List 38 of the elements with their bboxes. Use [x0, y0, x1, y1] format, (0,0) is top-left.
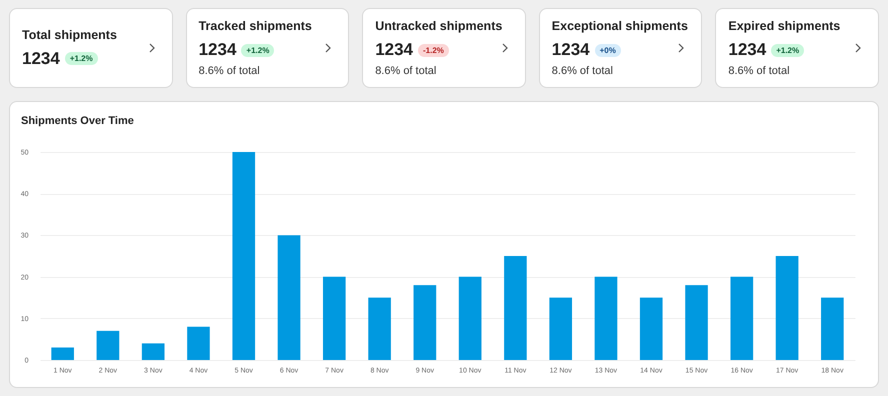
text: 8.6% of total [198, 65, 261, 77]
text: Untracked shipments [375, 19, 504, 33]
bar [414, 285, 436, 360]
text: 1234 [22, 48, 60, 68]
bar [594, 276, 618, 360]
bar [232, 152, 256, 360]
text: 1234 [198, 40, 236, 60]
bar [142, 343, 165, 360]
bar [504, 256, 527, 360]
bar [730, 276, 754, 360]
bar [640, 298, 663, 360]
bar [685, 285, 708, 360]
bar [368, 298, 391, 360]
text: Total shipments [22, 28, 118, 42]
text: +1.2% [771, 44, 804, 56]
text: 8.6% of total [728, 65, 791, 77]
bar [51, 348, 74, 360]
chart-title: Shipments Over Time [21, 115, 134, 127]
bar [458, 276, 482, 360]
text: -1.2% [418, 44, 449, 56]
bar [187, 326, 210, 360]
text: +1.2% [241, 44, 274, 56]
bar [96, 330, 120, 360]
text: 1234 [552, 40, 590, 60]
bar [322, 276, 346, 360]
text: 8.6% of total [552, 65, 614, 77]
text: Tracked shipments [198, 19, 313, 33]
text: 1234 [728, 40, 766, 60]
text: Expired shipments [728, 19, 842, 33]
bar [278, 235, 300, 360]
text: 1234 [375, 40, 414, 60]
bar [776, 256, 798, 360]
bar [821, 298, 844, 360]
text: +0% [594, 44, 621, 56]
text: +1.2% [64, 52, 98, 65]
text: 8.6% of total [375, 65, 438, 77]
bar [549, 298, 572, 360]
text: Exceptional shipments [552, 19, 689, 33]
